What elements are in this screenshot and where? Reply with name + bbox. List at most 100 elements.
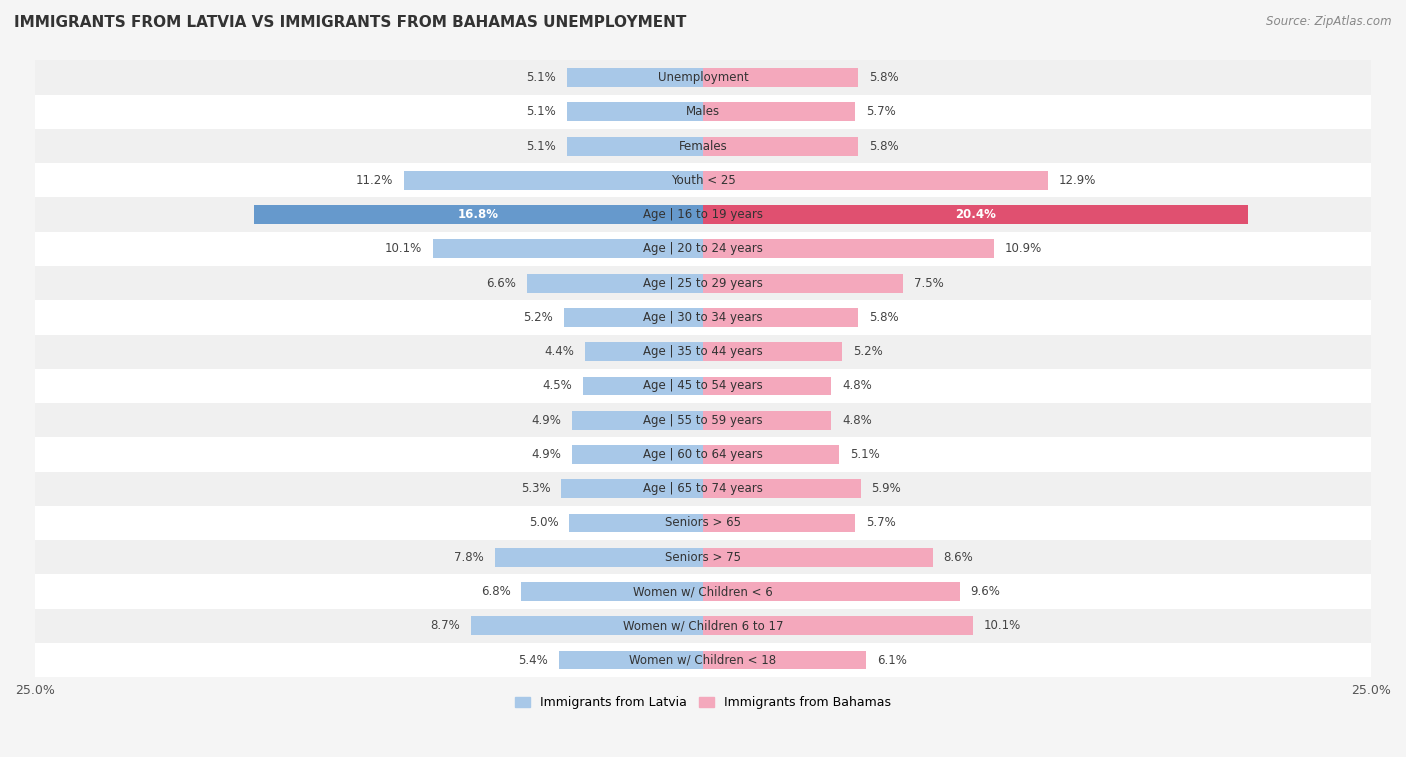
Bar (567, 68, 703, 87)
Text: 5.3%: 5.3% (522, 482, 551, 495)
Bar (703, 274, 904, 292)
Text: 10.1%: 10.1% (984, 619, 1021, 632)
Text: Youth < 25: Youth < 25 (671, 174, 735, 187)
Bar (433, 239, 703, 258)
Text: Age | 20 to 24 years: Age | 20 to 24 years (643, 242, 763, 255)
Text: Unemployment: Unemployment (658, 71, 748, 84)
Text: 5.8%: 5.8% (869, 139, 898, 153)
Bar (703, 239, 994, 258)
Text: IMMIGRANTS FROM LATVIA VS IMMIGRANTS FROM BAHAMAS UNEMPLOYMENT: IMMIGRANTS FROM LATVIA VS IMMIGRANTS FRO… (14, 15, 686, 30)
Text: 8.7%: 8.7% (430, 619, 460, 632)
Bar (572, 411, 703, 430)
Text: 4.8%: 4.8% (842, 413, 872, 427)
Bar (703, 342, 842, 361)
Text: 16.8%: 16.8% (458, 208, 499, 221)
Bar (703, 205, 1249, 224)
Text: 8.6%: 8.6% (943, 551, 973, 564)
Text: 6.6%: 6.6% (486, 276, 516, 290)
Bar (35, 506, 1371, 540)
Bar (567, 137, 703, 155)
Bar (35, 369, 1371, 403)
Bar (703, 137, 858, 155)
Text: 9.6%: 9.6% (970, 585, 1000, 598)
Text: Women w/ Children < 18: Women w/ Children < 18 (630, 653, 776, 666)
Bar (471, 616, 703, 635)
Bar (35, 472, 1371, 506)
Bar (564, 308, 703, 327)
Text: 4.9%: 4.9% (531, 448, 561, 461)
Text: Age | 16 to 19 years: Age | 16 to 19 years (643, 208, 763, 221)
Text: Age | 30 to 34 years: Age | 30 to 34 years (643, 311, 763, 324)
Text: 4.4%: 4.4% (546, 345, 575, 358)
Text: Seniors > 75: Seniors > 75 (665, 551, 741, 564)
Text: 6.8%: 6.8% (481, 585, 510, 598)
Bar (35, 164, 1371, 198)
Text: Women w/ Children < 6: Women w/ Children < 6 (633, 585, 773, 598)
Bar (35, 198, 1371, 232)
Text: 4.9%: 4.9% (531, 413, 561, 427)
Bar (703, 616, 973, 635)
Text: 5.1%: 5.1% (526, 71, 555, 84)
Bar (703, 68, 858, 87)
Bar (35, 540, 1371, 575)
Text: 10.1%: 10.1% (385, 242, 422, 255)
Bar (35, 129, 1371, 164)
Text: Age | 35 to 44 years: Age | 35 to 44 years (643, 345, 763, 358)
Bar (561, 479, 703, 498)
Text: 5.4%: 5.4% (519, 653, 548, 666)
Text: Age | 55 to 59 years: Age | 55 to 59 years (643, 413, 763, 427)
Legend: Immigrants from Latvia, Immigrants from Bahamas: Immigrants from Latvia, Immigrants from … (510, 691, 896, 714)
Text: Females: Females (679, 139, 727, 153)
Text: 5.2%: 5.2% (523, 311, 554, 324)
Bar (703, 411, 831, 430)
Bar (35, 61, 1371, 95)
Text: 5.1%: 5.1% (851, 448, 880, 461)
Text: 5.1%: 5.1% (526, 139, 555, 153)
Bar (703, 445, 839, 464)
Bar (703, 171, 1047, 190)
Text: 5.8%: 5.8% (869, 71, 898, 84)
Bar (35, 266, 1371, 301)
Bar (495, 548, 703, 567)
Bar (254, 205, 703, 224)
Bar (404, 171, 703, 190)
Text: 4.5%: 4.5% (543, 379, 572, 392)
Bar (35, 335, 1371, 369)
Bar (522, 582, 703, 601)
Text: Males: Males (686, 105, 720, 118)
Text: 12.9%: 12.9% (1059, 174, 1095, 187)
Bar (703, 376, 831, 395)
Bar (703, 513, 855, 532)
Bar (35, 643, 1371, 678)
Bar (703, 308, 858, 327)
Bar (567, 102, 703, 121)
Bar (35, 575, 1371, 609)
Bar (35, 403, 1371, 438)
Text: 7.8%: 7.8% (454, 551, 484, 564)
Bar (703, 479, 860, 498)
Text: Women w/ Children 6 to 17: Women w/ Children 6 to 17 (623, 619, 783, 632)
Bar (569, 513, 703, 532)
Text: 5.1%: 5.1% (526, 105, 555, 118)
Text: 6.1%: 6.1% (877, 653, 907, 666)
Text: 5.8%: 5.8% (869, 311, 898, 324)
Text: 5.7%: 5.7% (866, 105, 896, 118)
Bar (35, 609, 1371, 643)
Text: 20.4%: 20.4% (955, 208, 995, 221)
Bar (558, 650, 703, 669)
Bar (35, 95, 1371, 129)
Text: Age | 45 to 54 years: Age | 45 to 54 years (643, 379, 763, 392)
Text: Age | 65 to 74 years: Age | 65 to 74 years (643, 482, 763, 495)
Text: 5.0%: 5.0% (529, 516, 558, 529)
Text: 7.5%: 7.5% (914, 276, 943, 290)
Bar (35, 232, 1371, 266)
Text: 5.7%: 5.7% (866, 516, 896, 529)
Bar (582, 376, 703, 395)
Bar (703, 650, 866, 669)
Text: 5.9%: 5.9% (872, 482, 901, 495)
Bar (703, 102, 855, 121)
Text: Source: ZipAtlas.com: Source: ZipAtlas.com (1267, 15, 1392, 28)
Bar (703, 582, 959, 601)
Text: Age | 25 to 29 years: Age | 25 to 29 years (643, 276, 763, 290)
Text: Seniors > 65: Seniors > 65 (665, 516, 741, 529)
